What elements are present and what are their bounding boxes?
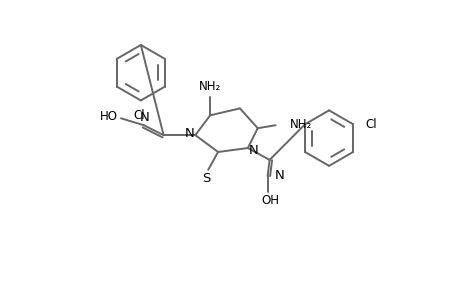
- Text: S: S: [202, 172, 210, 185]
- Text: N: N: [274, 169, 284, 182]
- Text: HO: HO: [100, 110, 118, 123]
- Text: N: N: [184, 127, 194, 140]
- Text: Cl: Cl: [133, 110, 144, 122]
- Text: Cl: Cl: [364, 118, 376, 131]
- Text: N: N: [248, 143, 258, 157]
- Text: NH₂: NH₂: [289, 118, 311, 131]
- Text: OH: OH: [261, 194, 279, 207]
- Text: N: N: [140, 111, 149, 124]
- Text: NH₂: NH₂: [199, 80, 221, 93]
